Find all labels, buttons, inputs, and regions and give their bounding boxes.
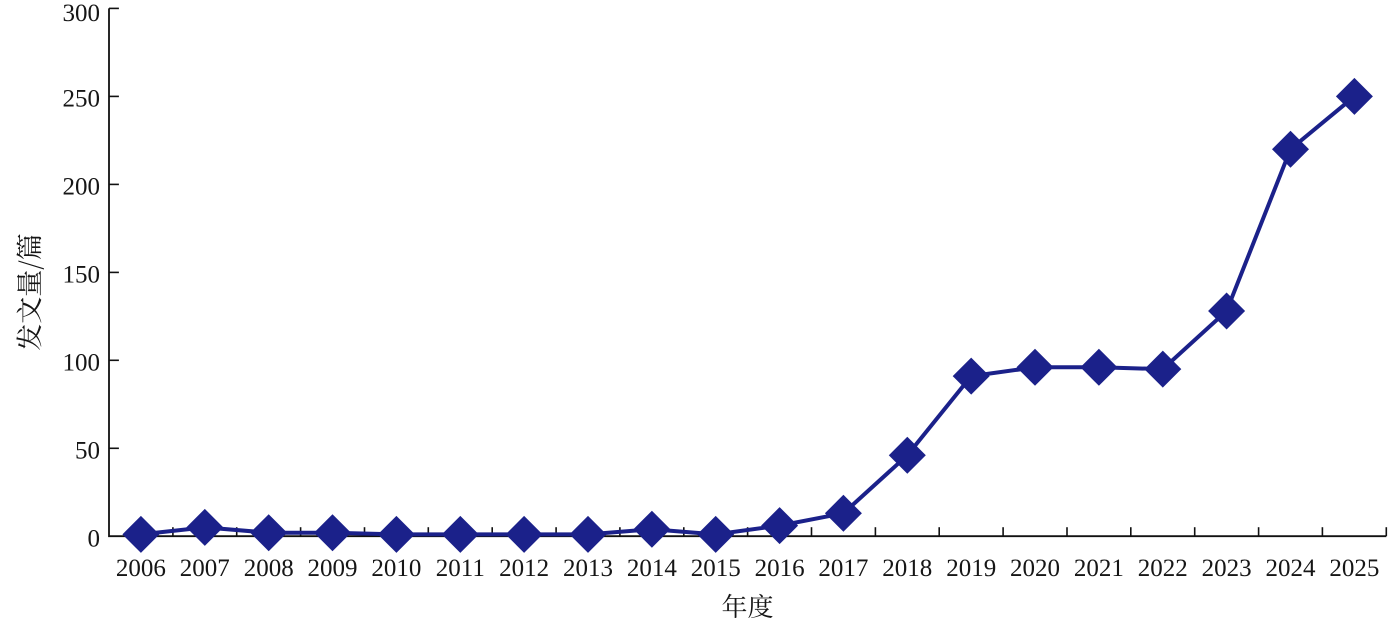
svg-text:2012: 2012 [499,555,549,582]
svg-text:2007: 2007 [180,555,230,582]
svg-text:2018: 2018 [882,555,932,582]
svg-text:50: 50 [75,438,100,465]
svg-text:2008: 2008 [244,555,294,582]
svg-text:2009: 2009 [308,555,358,582]
svg-text:2016: 2016 [755,555,805,582]
svg-text:2022: 2022 [1138,555,1188,582]
svg-text:300: 300 [63,0,101,27]
svg-text:2024: 2024 [1266,555,1317,582]
svg-text:250: 250 [63,86,101,113]
svg-text:200: 200 [63,174,101,201]
svg-text:2019: 2019 [946,555,996,582]
svg-text:2020: 2020 [1010,555,1060,582]
svg-text:2023: 2023 [1202,555,1252,582]
svg-text:2013: 2013 [563,555,613,582]
svg-text:2015: 2015 [691,555,741,582]
svg-text:2006: 2006 [116,555,166,582]
svg-text:2017: 2017 [818,555,868,582]
svg-text:2014: 2014 [627,555,678,582]
svg-text:2011: 2011 [436,555,485,582]
svg-text:0: 0 [88,526,101,553]
svg-text:2010: 2010 [371,555,421,582]
svg-text:150: 150 [63,262,101,289]
svg-text:2025: 2025 [1329,555,1379,582]
svg-text:2021: 2021 [1074,555,1124,582]
svg-text:100: 100 [63,350,101,377]
